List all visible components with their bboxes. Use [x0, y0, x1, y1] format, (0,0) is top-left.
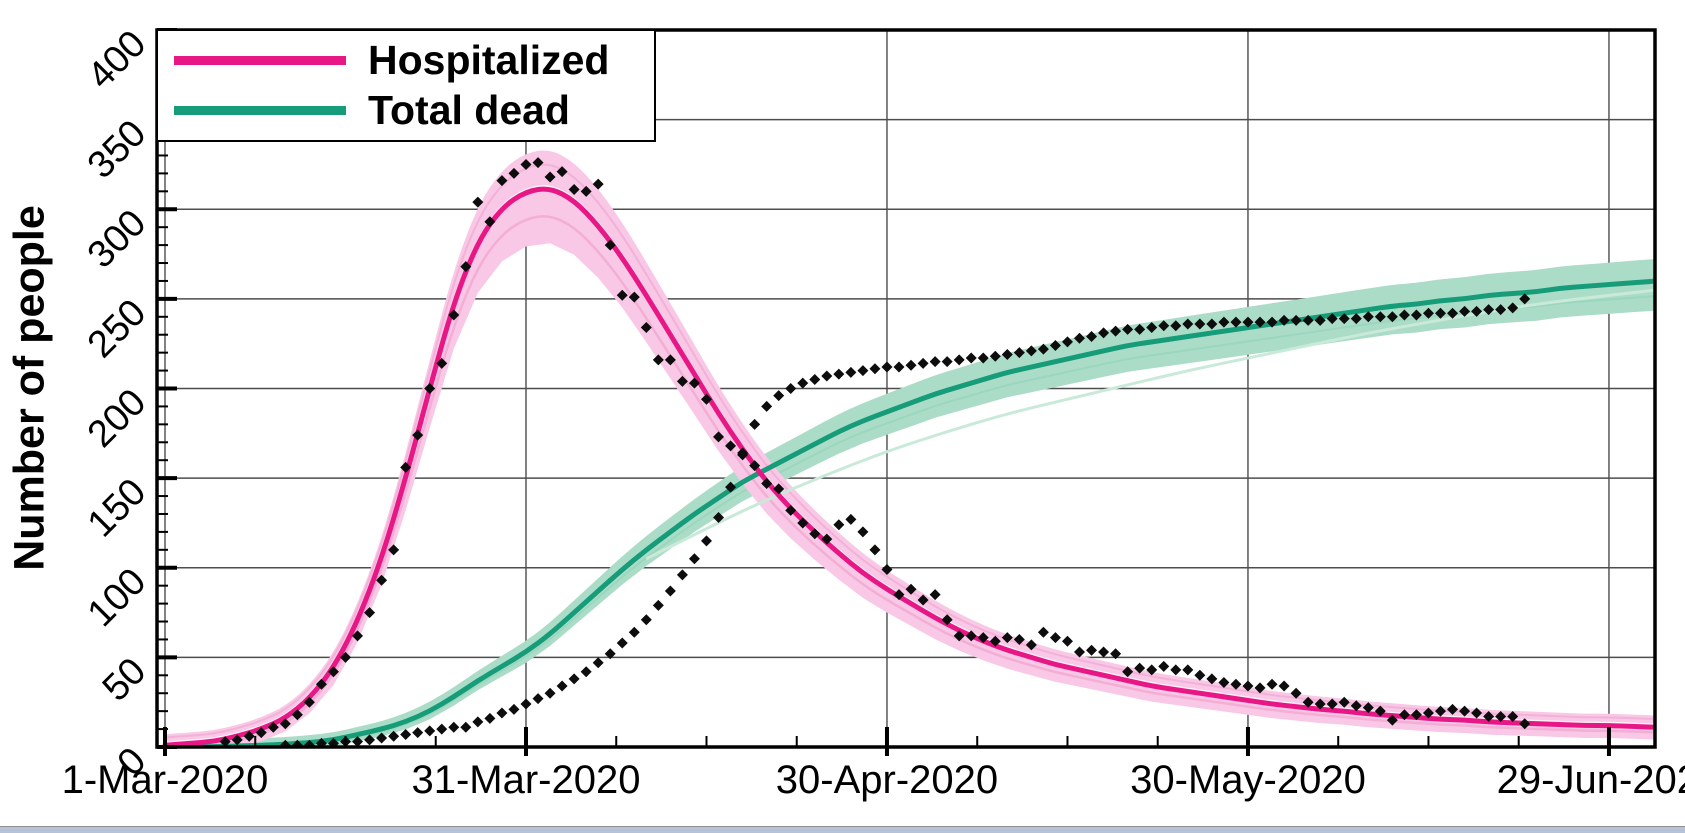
series-total-dead-band	[164, 259, 1655, 747]
x-tick-label: 30-May-2020	[1130, 758, 1366, 802]
scatter-total-dead-observed	[279, 293, 1531, 747]
series-hospitalized-band	[164, 150, 1655, 747]
y-axis-title-text: Number of people	[5, 205, 54, 571]
model-curves	[162, 150, 1655, 747]
x-tick-label: 30-Apr-2020	[776, 758, 998, 802]
legend-item-hospitalized: Hospitalized	[174, 40, 654, 81]
legend-label-hospitalized: Hospitalized	[368, 37, 610, 83]
window-edge-strip	[0, 826, 1685, 833]
scatter-hospitalized-observed	[219, 157, 1531, 747]
y-tick-label: 150	[80, 471, 155, 546]
x-tick-label: 29-Jun-2020	[1497, 758, 1685, 802]
legend: Hospitalized Total dead	[156, 29, 656, 142]
series-hospitalized-line	[162, 186, 1655, 747]
legend-item-total-dead: Total dead	[174, 90, 654, 131]
x-tick-label: 1-Mar-2020	[62, 758, 269, 802]
y-tick-label: 350	[80, 112, 155, 187]
x-tick-label: 31-Mar-2020	[411, 758, 640, 802]
y-tick-label: 100	[80, 560, 155, 635]
series-total-dead-line	[162, 278, 1655, 747]
axis-ticks	[157, 28, 1611, 756]
y-tick-label: 300	[80, 202, 155, 277]
y-tick-label: 50	[95, 650, 155, 710]
y-tick-label: 400	[80, 23, 155, 98]
y-tick-label: 200	[80, 381, 155, 456]
legend-line-swatch-hospitalized	[174, 56, 346, 65]
plot-border	[155, 28, 1657, 749]
x-axis-tick-labels: 1-Mar-2020 31-Mar-2020 30-Apr-2020 30-May-2…	[62, 758, 1685, 802]
legend-line-swatch-total-dead	[174, 106, 346, 115]
y-tick-label: 250	[80, 292, 155, 367]
legend-label-total-dead: Total dead	[368, 87, 570, 133]
